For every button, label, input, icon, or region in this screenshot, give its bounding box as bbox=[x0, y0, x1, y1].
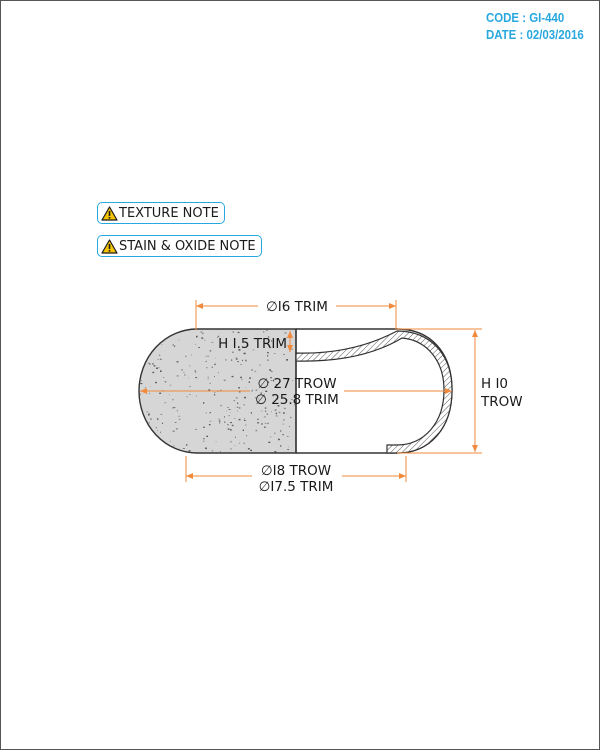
texture-speckles bbox=[140, 330, 297, 453]
warning-triangle-icon bbox=[101, 238, 118, 254]
top-width-label: ∅I6 TRIM bbox=[266, 299, 328, 315]
date-value: 02/03/2016 bbox=[526, 27, 584, 42]
date-line: DATE : 02/03/2016 bbox=[486, 27, 584, 42]
bottom-diameter-dimension: ∅I8 TROW ∅I7.5 TRIM bbox=[185, 456, 407, 495]
bottom-trim-label: ∅I7.5 TRIM bbox=[259, 479, 334, 495]
outer-trow-label: ∅ 27 TROW bbox=[257, 376, 336, 392]
height-line2-label: TROW bbox=[480, 394, 523, 410]
stain-oxide-note-button[interactable]: STAIN & OXIDE NOTE bbox=[97, 235, 262, 257]
title-block: CODE : GI-440 DATE : 02/03/2016 bbox=[486, 9, 584, 43]
hollow-half-outline bbox=[295, 328, 453, 454]
code-line: CODE : GI-440 bbox=[486, 10, 565, 25]
texture-note-button[interactable]: TEXTURE NOTE bbox=[97, 202, 225, 224]
edge-height-dimension: H I.5 TRIM bbox=[218, 331, 293, 352]
date-label: DATE bbox=[486, 27, 517, 42]
outer-trim-label: ∅ 25.8 TRIM bbox=[255, 392, 339, 408]
edge-height-label: H I.5 TRIM bbox=[218, 336, 287, 352]
outer-diameter-dimension: ∅ 27 TROW ∅ 25.8 TRIM bbox=[140, 376, 452, 408]
stain-oxide-note-label: STAIN & OXIDE NOTE bbox=[119, 238, 256, 254]
top-width-dimension: ∅I6 TRIM bbox=[195, 299, 397, 330]
code-value: GI-440 bbox=[529, 10, 565, 25]
height-dimension: H I0 TROW bbox=[397, 328, 523, 454]
height-line1-label: H I0 bbox=[481, 376, 508, 392]
texture-note-label: TEXTURE NOTE bbox=[119, 205, 219, 221]
bottom-trow-label: ∅I8 TROW bbox=[261, 463, 331, 479]
code-label: CODE bbox=[486, 10, 520, 25]
warning-triangle-icon bbox=[101, 205, 118, 221]
